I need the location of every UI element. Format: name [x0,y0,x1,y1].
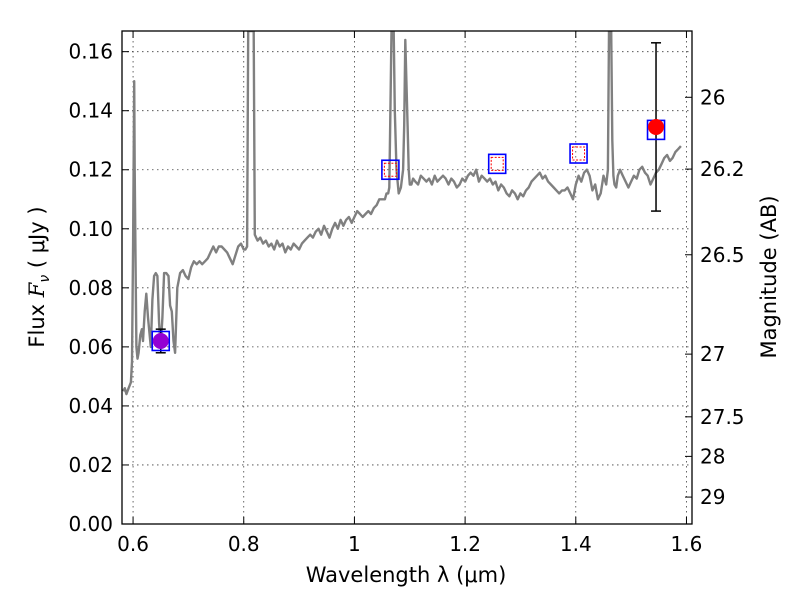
y-tick-label: 0.16 [68,40,113,64]
plot-frame [121,30,693,525]
spectrum-layer [122,31,682,396]
x-tick-label: 1.6 [671,532,703,556]
y2-tick-label: 28 [700,444,725,468]
observed-point [648,118,665,135]
y2-axis-label: Magnitude (AB) [757,195,781,358]
model-photometry-square [569,143,588,164]
limit-photometry-square [490,156,504,171]
y-tick-label: 0.00 [68,512,113,536]
x-tick-label: 1.4 [560,532,592,556]
x-tick-label: 1 [348,532,361,556]
model-photometry-square [487,153,507,175]
x-tick-label: 1.2 [449,532,481,556]
y-tick-label: 0.04 [68,394,113,418]
x-axis-label: Wavelength λ (μm) [306,563,507,587]
y-tick-label: 0.02 [68,453,113,477]
limit-photometry-square [383,162,397,177]
y2-tick-label: 27 [700,342,725,366]
x-tick-label: 0.8 [228,532,260,556]
marker-layer [151,42,666,354]
y-axis-label-symbol: F [25,281,49,298]
y2-tick-label: 26.2 [700,157,745,181]
model-photometry-square [151,330,171,352]
tick-layer: 0.6 0.8 1 1.2 1.4 1.6 0.00 0.02 0.04 0.06 0.08 0.10… [68,31,745,556]
y-tick-label: 0.10 [68,217,113,241]
y2-tick-label: 27.5 [700,405,745,429]
y2-tick-label: 29 [700,485,725,509]
x-tick-label: 0.6 [117,532,149,556]
y2-tick-label: 26 [700,85,725,109]
y-axis-label-prefix: Flux [25,297,49,347]
y-tick-label: 0.12 [68,158,113,182]
spectrum-line [122,31,682,396]
observed-point [152,332,169,349]
y-tick-label: 0.06 [68,335,113,359]
y-tick-label: 0.08 [68,276,113,300]
y-axis-label-subscript: ν [37,275,53,283]
y2-tick-label: 26.5 [700,243,745,267]
limit-photometry-square [572,146,586,161]
y-tick-label: 0.14 [68,99,113,123]
model-photometry-square [381,159,400,181]
y-axis-label-suffix: ( μJy ) [25,206,49,274]
y-axis-label: Flux Fν ( μJy ) [25,206,53,347]
